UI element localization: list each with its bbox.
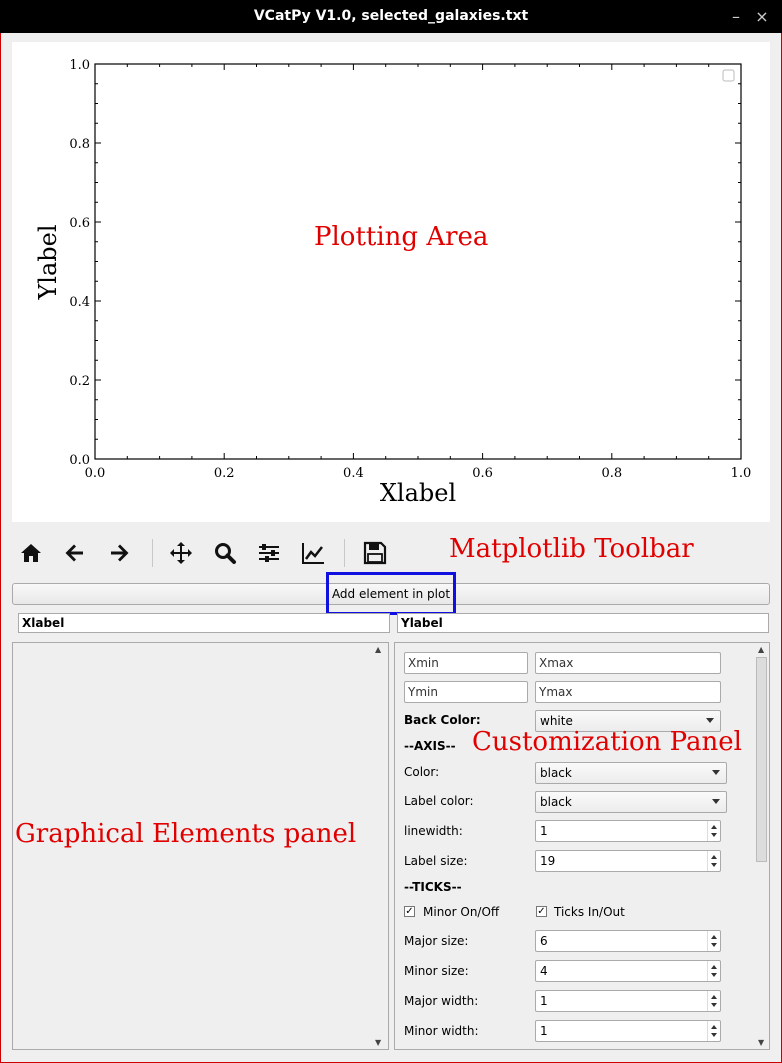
minor-size-value: 4 (540, 964, 548, 978)
axis-section-header: --AXIS-- (404, 739, 456, 753)
minor-size-label: Minor size: (404, 964, 469, 978)
xlabel-input[interactable]: Xlabel (18, 613, 390, 633)
ticks-section-header: --TICKS-- (404, 880, 462, 894)
y-tick-label: 0.8 (69, 137, 90, 152)
back-color-value: white (540, 714, 573, 728)
y-tick-label: 0.4 (69, 295, 90, 310)
major-size-spinbox[interactable]: 6 (535, 930, 721, 952)
axis-color-label: Color: (404, 765, 440, 779)
elements-scrollbar[interactable]: ▲ ▼ (372, 643, 388, 1049)
spin-down-icon[interactable] (711, 943, 717, 947)
major-size-label: Major size: (404, 934, 469, 948)
x-ticks: 0.0 0.2 0.4 0.6 0.8 1.0 (85, 64, 752, 481)
x-tick-label: 0.2 (214, 466, 235, 481)
xmin-input[interactable]: Xmin (404, 652, 528, 674)
save-icon[interactable] (360, 539, 390, 567)
minor-size-spinbox[interactable]: 4 (535, 960, 721, 982)
spin-up-icon[interactable] (711, 935, 717, 939)
annotation-graphical-elements-panel: Graphical Elements panel (15, 819, 357, 849)
spin-up-icon[interactable] (711, 995, 717, 999)
chevron-down-icon (712, 799, 720, 804)
x-tick-label: 0.0 (85, 466, 106, 481)
plot-canvas[interactable]: 0.0 0.2 0.4 0.6 0.8 1.0 0.0 0.2 0.4 0.6 0.8 1.0 Xl… (12, 42, 770, 522)
pan-icon[interactable] (166, 539, 196, 567)
xmax-input[interactable]: Xmax (535, 652, 721, 674)
customization-scrollbar[interactable]: ▲ ▼ (755, 643, 769, 1049)
major-width-spinbox[interactable]: 1 (535, 990, 721, 1012)
label-color-label: Label color: (404, 794, 474, 808)
zoom-icon[interactable] (210, 539, 240, 567)
add-element-button[interactable]: Add element in plot (12, 583, 770, 605)
minimize-button[interactable]: – (732, 7, 740, 26)
minor-onoff-label: Minor On/Off (423, 905, 500, 919)
edit-axis-icon[interactable] (298, 539, 328, 567)
close-button[interactable]: × (755, 7, 769, 26)
x-tick-label: 0.6 (472, 466, 493, 481)
major-width-label: Major width: (404, 994, 479, 1008)
ticks-inout-label: Ticks In/Out (554, 905, 625, 919)
back-arrow-icon[interactable] (60, 539, 90, 567)
back-color-select[interactable]: white (535, 710, 721, 732)
major-size-value: 6 (540, 934, 548, 948)
annotation-plotting-area: Plotting Area (314, 222, 489, 252)
spin-down-icon[interactable] (711, 833, 717, 837)
axes-frame (94, 63, 742, 460)
toolbar-separator (344, 539, 345, 567)
y-tick-label: 0.6 (69, 216, 90, 231)
spin-up-icon[interactable] (711, 965, 717, 969)
spin-up-icon[interactable] (711, 1025, 717, 1029)
window-title: VCatPy V1.0, selected_galaxies.txt (253, 8, 529, 24)
spin-down-icon[interactable] (711, 863, 717, 867)
label-size-spinbox[interactable]: 19 (535, 850, 721, 872)
subplots-config-icon[interactable] (254, 539, 284, 567)
major-width-value: 1 (540, 994, 548, 1008)
chevron-down-icon (706, 718, 714, 723)
x-axis-label: Xlabel (380, 479, 456, 507)
minor-onoff-checkbox[interactable]: ✓ (404, 906, 415, 917)
spin-up-icon[interactable] (711, 825, 717, 829)
y-tick-label: 0.2 (69, 374, 90, 389)
x-tick-label: 0.4 (343, 466, 364, 481)
ymax-input[interactable]: Ymax (535, 681, 721, 703)
linewidth-value: 1 (540, 824, 548, 838)
y-axis-label: Ylabel (34, 224, 62, 300)
ticks-inout-checkbox[interactable]: ✓ (536, 906, 547, 917)
spin-down-icon[interactable] (711, 1033, 717, 1037)
customization-panel: ▲ ▼ (394, 642, 770, 1050)
graphical-elements-panel: ▲ ▼ (12, 642, 389, 1050)
ylabel-input[interactable]: Ylabel (397, 613, 769, 633)
linewidth-spinbox[interactable]: 1 (535, 820, 721, 842)
back-color-label: Back Color: (404, 713, 481, 727)
spin-up-icon[interactable] (711, 855, 717, 859)
forward-arrow-icon[interactable] (104, 539, 134, 567)
label-size-value: 19 (540, 854, 556, 868)
label-size-label: Label size: (404, 854, 468, 868)
label-color-value: black (540, 795, 572, 809)
y-ticks: 0.0 0.2 0.4 0.6 0.8 1.0 (69, 58, 741, 468)
x-tick-label: 0.8 (601, 466, 622, 481)
annotation-matplotlib-toolbar: Matplotlib Toolbar (449, 534, 694, 564)
title-bar: VCatPy V1.0, selected_galaxies.txt – × (0, 0, 782, 33)
toolbar-separator (152, 539, 153, 567)
legend-box (722, 69, 735, 82)
spin-down-icon[interactable] (711, 1003, 717, 1007)
linewidth-label: linewidth: (404, 824, 463, 838)
chevron-down-icon (712, 770, 720, 775)
plot-svg: 0.0 0.2 0.4 0.6 0.8 1.0 0.0 0.2 0.4 0.6 0.8 1.0 Xl… (34, 58, 752, 507)
home-icon[interactable] (16, 539, 46, 567)
x-tick-label: 1.0 (731, 466, 752, 481)
annotation-customization-panel: Customization Panel (472, 727, 742, 757)
axis-color-select[interactable]: black (535, 762, 727, 784)
label-color-select[interactable]: black (535, 791, 727, 813)
spin-down-icon[interactable] (711, 973, 717, 977)
y-tick-label: 0.0 (69, 453, 90, 468)
y-tick-label: 1.0 (69, 58, 90, 73)
axis-color-value: black (540, 766, 572, 780)
minor-width-spinbox[interactable]: 1 (535, 1020, 721, 1042)
minor-width-value: 1 (540, 1024, 548, 1038)
minor-width-label: Minor width: (404, 1024, 479, 1038)
ymin-input[interactable]: Ymin (404, 681, 528, 703)
